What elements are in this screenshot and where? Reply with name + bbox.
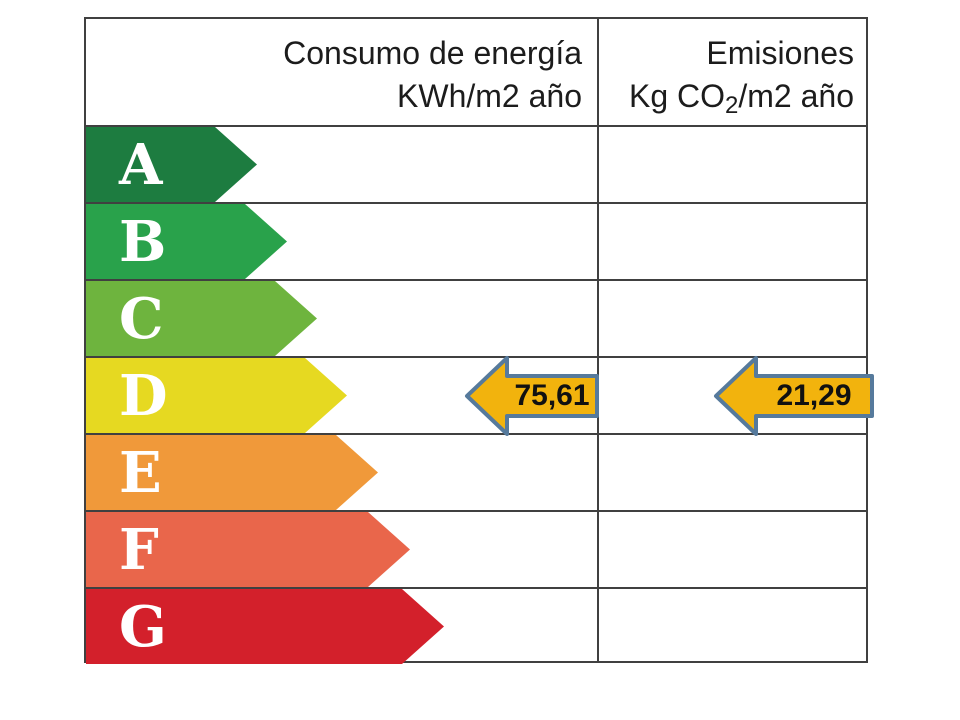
rating-arrow-e: E [86,435,378,510]
emissions-header-line1: Emisiones [706,35,854,71]
consumption-header-line2: KWh/m2 año [397,78,582,114]
rating-arrow-a: A [86,127,257,202]
column-divider [597,19,599,661]
rating-arrow-d: D [86,358,347,433]
consumption-value: 75,61 [514,379,590,412]
rating-arrow-g: G [86,589,444,664]
rating-letter-g: G [119,593,167,660]
consumption-header-line1: Consumo de energía [283,35,582,71]
header-row: Consumo de energía KWh/m2 año Emisiones … [86,19,866,125]
rating-row-g: G [86,587,866,664]
rating-arrow-b: B [86,204,287,279]
arrow-shape [465,356,599,436]
consumption-value-arrow: 75,61 [465,356,599,436]
rating-letter-f: F [119,516,159,583]
rating-row-b: B [86,202,866,279]
energy-table: Consumo de energía KWh/m2 año Emisiones … [84,17,874,664]
emissions-header-line2b: /m2 año [738,78,854,114]
emissions-header-line2a: Kg CO [628,78,726,114]
rating-letter-a: A [119,131,163,198]
consumption-header: Consumo de energía KWh/m2 año [86,19,599,125]
co2-subscript: 2 [725,92,739,119]
left-arrow-icon [714,356,874,436]
emissions-value: 21,29 [776,379,852,412]
rating-arrow-c: C [86,281,317,356]
emissions-value-arrow: 21,29 [714,356,874,436]
rating-row-e: E [86,433,866,510]
rating-row-a: A [86,125,866,202]
rating-row-d: D 75,61 21,29 [86,356,874,436]
rating-arrow-f: F [86,512,410,587]
rating-letter-c: C [119,285,164,352]
emissions-header: Emisiones Kg CO2/m2 año [599,19,866,125]
rating-letter-b: B [119,208,167,275]
rating-row-f: F [86,510,866,587]
arrow-shape [714,356,874,436]
rating-letter-e: E [119,439,162,506]
left-arrow-icon [465,356,599,436]
rating-letter-d: D [119,362,168,429]
rating-row-c: C [86,279,866,356]
